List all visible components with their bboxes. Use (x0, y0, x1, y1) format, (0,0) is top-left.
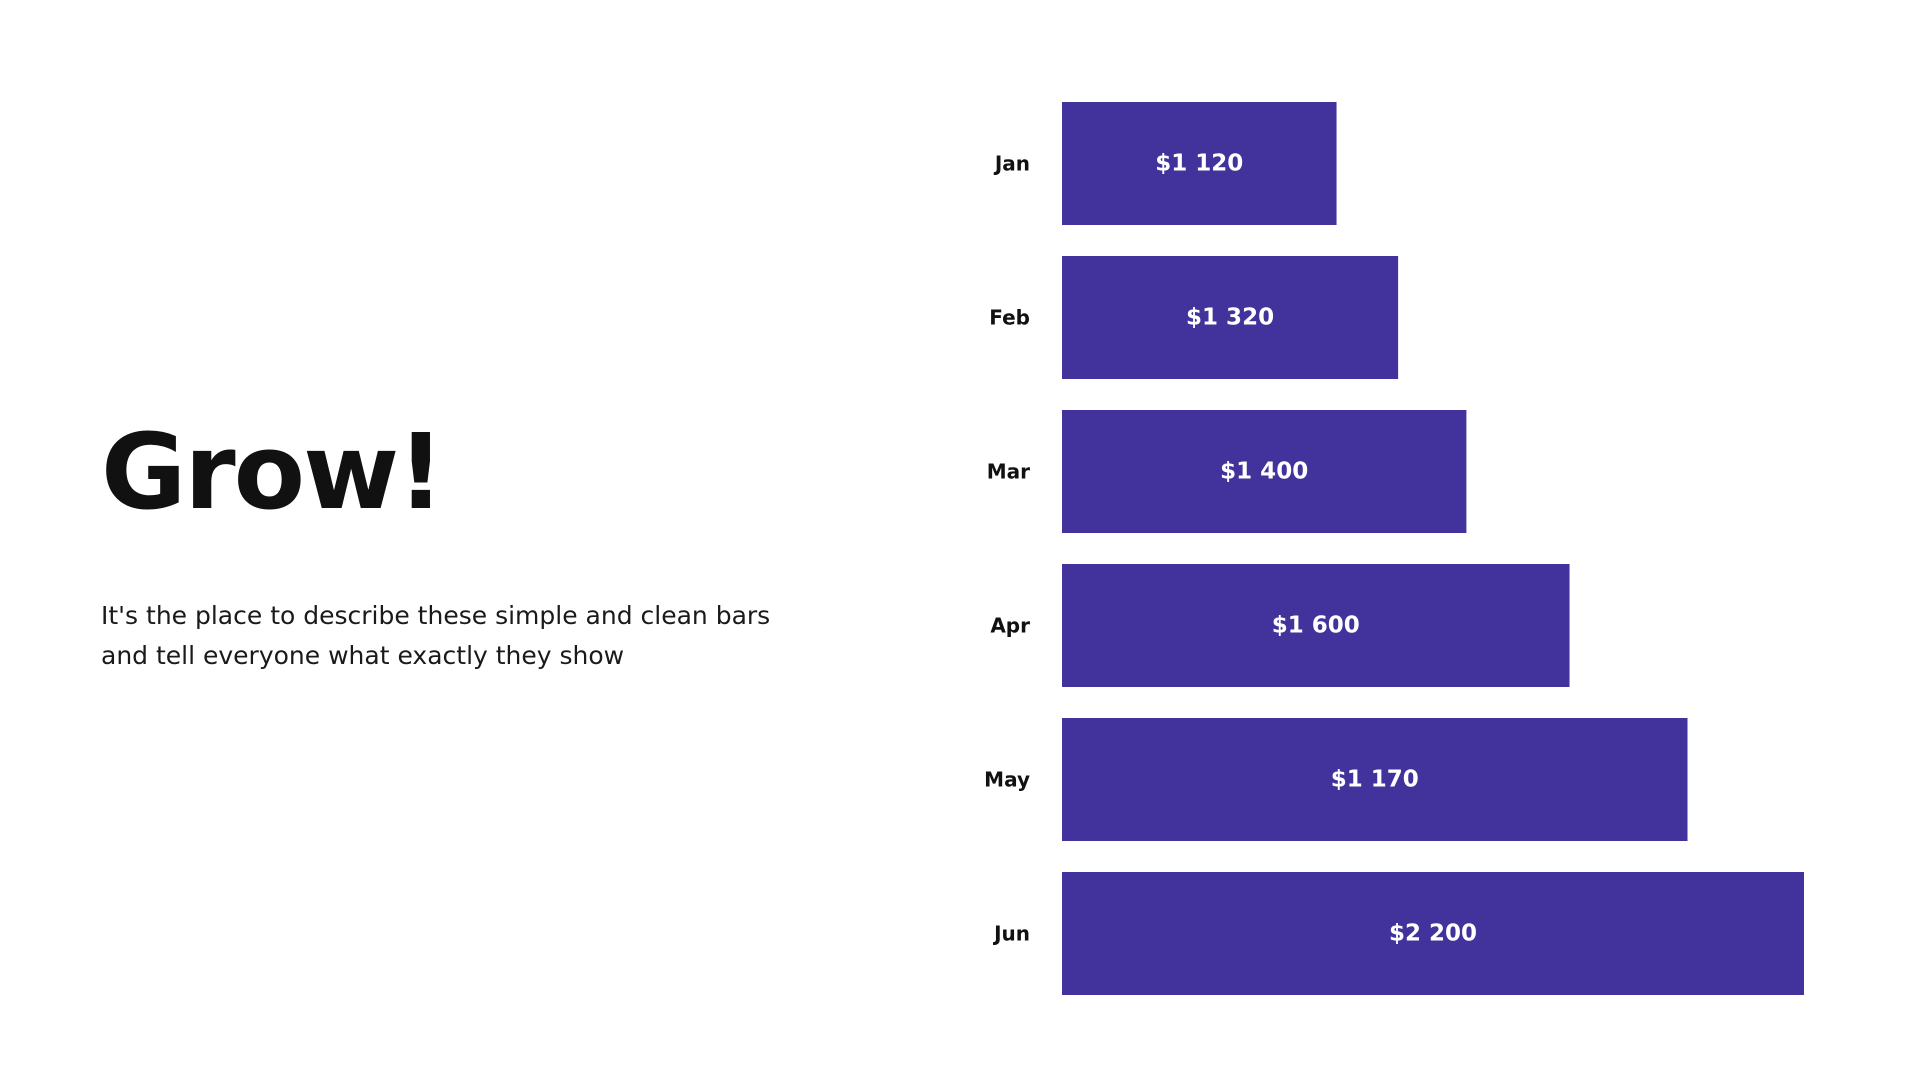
category-label-jun: Jun (992, 922, 1030, 946)
bar-chart: Jan $1 120 Feb $1 320 Mar $1 400 Apr $1 600 May $… (950, 80, 1850, 1020)
category-label-mar: Mar (987, 460, 1030, 484)
value-label-jan: $1 120 (1155, 151, 1243, 177)
bar-jun (1062, 872, 1804, 995)
bar-feb (1062, 256, 1399, 379)
value-label-feb: $1 320 (1186, 305, 1274, 331)
bar-jan (1062, 102, 1337, 225)
text-panel: Grow! It's the place to describe these s… (101, 420, 801, 676)
bar-chart-svg: Jan $1 120 Feb $1 320 Mar $1 400 Apr $1 600 May $… (984, 102, 1804, 995)
bar-mar (1062, 410, 1467, 533)
category-label-may: May (984, 768, 1030, 792)
value-label-may: $1 170 (1331, 767, 1419, 793)
category-label-apr: Apr (990, 614, 1030, 638)
value-label-apr: $1 600 (1272, 613, 1360, 639)
value-label-mar: $1 400 (1220, 459, 1308, 485)
category-label-jan: Jan (993, 152, 1030, 176)
category-label-feb: Feb (989, 306, 1030, 330)
value-label-jun: $2 200 (1389, 921, 1477, 947)
bar-apr (1062, 564, 1570, 687)
bar-may (1062, 718, 1688, 841)
slide-title: Grow! (101, 411, 445, 533)
slide-description: It's the place to describe these simple … (101, 601, 771, 670)
